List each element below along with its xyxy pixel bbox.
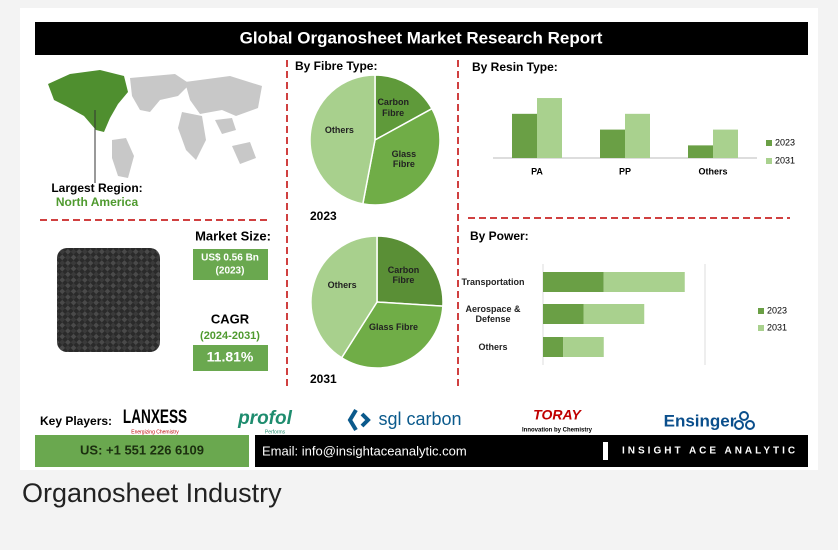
header-title: Global Organosheet Market Research Repor…	[240, 28, 603, 47]
region-value: North America	[56, 195, 139, 209]
cagr-period: (2024-2031)	[200, 330, 260, 342]
player-logo: sgl carbon	[378, 409, 461, 429]
market-size-label: Market Size:	[195, 228, 271, 243]
player-tagline: Performs	[265, 429, 286, 435]
x-tick-label: PA	[531, 166, 543, 176]
chart-title: By Resin Type:	[472, 60, 558, 74]
slice-label: Others	[322, 280, 362, 290]
cagr-value: 11.81%	[207, 349, 254, 365]
legend-label: 2031	[775, 155, 795, 165]
legend-label: 2023	[767, 305, 787, 315]
slice-label: Carbon Fibre	[373, 97, 413, 118]
legend-swatch	[758, 325, 764, 331]
slice-label: Carbon Fibre	[383, 265, 423, 286]
brand: INSIGHT ACE ANALYTIC	[622, 446, 798, 457]
bar	[512, 114, 537, 158]
y-tick-label: Others	[453, 335, 533, 359]
player-logo: Ensinger	[664, 411, 737, 430]
bar	[713, 130, 738, 158]
bar	[604, 272, 685, 292]
key-players-label: Key Players:	[40, 414, 112, 428]
legend-label: 2023	[775, 137, 795, 147]
caption: Organosheet Industry	[22, 478, 282, 508]
slice-label: Glass Fibre	[358, 322, 428, 332]
bar	[543, 272, 604, 292]
bar	[563, 337, 604, 357]
y-tick-label: Transportation	[453, 270, 533, 294]
region-label: Largest Region:	[51, 181, 142, 195]
cagr-label: CAGR	[211, 311, 250, 326]
page: Global Organosheet Market Research Repor…	[0, 0, 838, 550]
legend-swatch	[766, 158, 772, 164]
player-tagline: Innovation by Chemistry	[522, 428, 593, 434]
y-tick-label: Aerospace & Defense	[453, 302, 533, 326]
carbon-sheet-image	[57, 248, 160, 352]
bar	[543, 304, 584, 324]
legend-swatch	[766, 140, 772, 146]
slice-label: Others	[319, 125, 359, 135]
bar	[543, 337, 563, 357]
player-tagline: Energizing Chemistry	[131, 429, 179, 435]
chart-title: By Fibre Type:	[295, 59, 377, 73]
player-logo: LANXESS	[123, 406, 187, 428]
x-tick-label: PP	[619, 166, 631, 176]
bar	[584, 304, 645, 324]
bar	[688, 145, 713, 158]
player-logo: profol	[237, 408, 293, 429]
legend-swatch	[758, 308, 764, 314]
legend-label: 2031	[767, 322, 787, 332]
chart-caption: 2023	[310, 209, 337, 223]
bar	[625, 114, 650, 158]
brand-icon	[603, 442, 608, 460]
market-size-value: US$ 0.56 Bn	[201, 253, 259, 264]
x-tick-label: Others	[698, 166, 727, 176]
slice-label: Glass Fibre	[384, 149, 424, 170]
chart-caption: 2031	[310, 372, 337, 386]
chart-title: By Power:	[470, 229, 529, 243]
bar	[600, 130, 625, 158]
player-logo: TORAY	[533, 407, 582, 423]
market-size-year: (2023)	[216, 266, 245, 277]
email: Email: info@insightaceanalytic.com	[262, 443, 467, 458]
phone: US: +1 551 226 6109	[80, 442, 204, 457]
bar	[537, 98, 562, 158]
